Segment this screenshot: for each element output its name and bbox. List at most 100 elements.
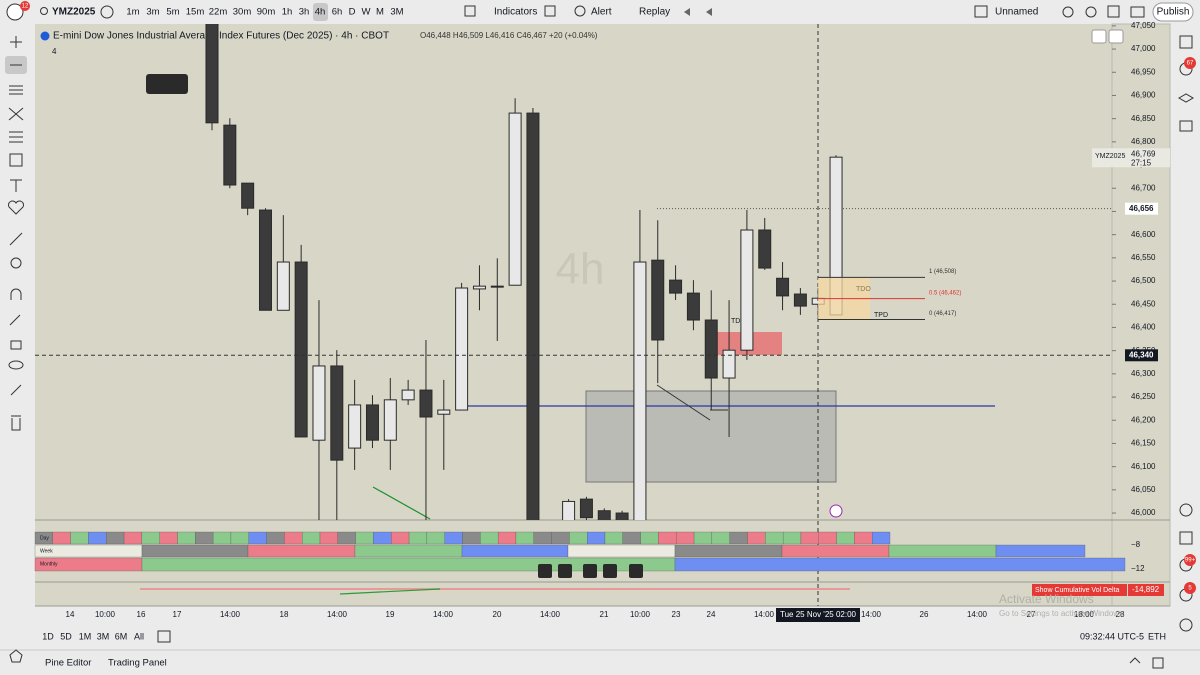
timeframe-button[interactable]: 5m: [166, 7, 179, 18]
replay-button[interactable]: Replay: [639, 7, 670, 18]
layout-name[interactable]: Unnamed: [995, 7, 1038, 18]
publish-label: Publish: [1157, 7, 1190, 18]
crosshair-price: 46,340: [1129, 350, 1154, 359]
clock: 09:32:44 UTC-5: [1080, 631, 1144, 641]
day-session: [444, 531, 463, 545]
day-session: [141, 531, 160, 545]
range-button[interactable]: 3M: [97, 631, 110, 641]
x-tick-label: 14:00: [433, 610, 454, 619]
indicator-count[interactable]: 4: [52, 47, 57, 56]
y-tick-label: 46,500: [1131, 276, 1156, 285]
snapshot[interactable]: [1130, 6, 1145, 18]
date-range-icon[interactable]: [157, 630, 171, 643]
scroll-button[interactable]: [1091, 29, 1107, 44]
candle-body: [258, 209, 272, 311]
alert-button[interactable]: Alert: [591, 7, 612, 18]
day-session: [462, 531, 481, 545]
candle-body: [223, 124, 237, 186]
fib-label: 0 (46,417): [929, 311, 956, 317]
symbol-icon: [40, 31, 50, 41]
fullscreen[interactable]: [1107, 5, 1120, 18]
session-type[interactable]: ETH: [1148, 631, 1166, 641]
notification-count: 12: [22, 4, 29, 10]
range-button[interactable]: 5D: [60, 631, 72, 641]
day-session: [195, 531, 214, 545]
x-tick-label: 19: [386, 610, 395, 619]
timeframe-button[interactable]: D: [349, 7, 356, 18]
range-button[interactable]: 1D: [42, 631, 54, 641]
day-session: [106, 531, 125, 545]
vol-delta-button[interactable]: [1032, 584, 1127, 596]
replay-control[interactable]: [538, 564, 552, 578]
range-button[interactable]: 6M: [115, 631, 128, 641]
day-session: [426, 531, 445, 545]
candle-body: [597, 510, 611, 520]
candle-body: [615, 512, 629, 520]
timeframe-button[interactable]: 15m: [186, 7, 205, 18]
replay-control[interactable]: [603, 564, 617, 578]
timeframe-button[interactable]: 1h: [282, 7, 293, 18]
badge: [1184, 554, 1196, 566]
app-logo[interactable]: [6, 3, 24, 21]
timeframe-button[interactable]: M: [376, 7, 384, 18]
day-session: [355, 531, 374, 545]
timeframe-button[interactable]: 30m: [233, 7, 252, 18]
ohlc-values: O46,448 H46,509 L46,416 C46,467 +20 (+0.…: [420, 31, 598, 40]
timeframe-button[interactable]: 1m: [126, 7, 139, 18]
timeframe-button[interactable]: 3h: [299, 7, 310, 18]
replay-control[interactable]: [558, 564, 572, 578]
timeframe-button[interactable]: 6h: [332, 7, 343, 18]
candles: [205, 24, 1112, 520]
drawing-tools[interactable]: [5, 36, 27, 663]
day-session: [480, 531, 499, 545]
range-button[interactable]: All: [134, 631, 144, 641]
panel-tab[interactable]: Trading Panel: [108, 658, 167, 669]
timeframe-button[interactable]: 3m: [146, 7, 159, 18]
reset-button[interactable]: [1108, 29, 1124, 44]
crosshair-tag: [1125, 349, 1158, 362]
x-tick-label: 23: [672, 610, 681, 619]
day-session: [622, 531, 641, 545]
undo-redo[interactable]: [684, 8, 712, 16]
y-tick-label: 46,550: [1131, 253, 1156, 262]
last-price-symbol: YMZ2025: [1095, 153, 1125, 160]
chart-title: E-mini Dow Jones Industrial Average Inde…: [53, 31, 389, 42]
settings[interactable]: [1085, 6, 1097, 18]
timeframe-button[interactable]: 4h: [315, 7, 326, 18]
replay-control[interactable]: [583, 564, 597, 578]
indicators-icon: [464, 5, 476, 17]
quick-search[interactable]: [1062, 6, 1074, 18]
high-tag: [1125, 202, 1158, 215]
day-session: [70, 531, 89, 545]
badge-count: 67: [1187, 61, 1194, 67]
timeframe-button[interactable]: W: [362, 7, 371, 18]
compare-button[interactable]: [100, 5, 114, 19]
candle-body: [633, 261, 647, 520]
candle-body: [490, 285, 504, 288]
publish-button[interactable]: [1152, 2, 1194, 22]
timeframe-button[interactable]: 90m: [257, 7, 276, 18]
replay-control[interactable]: [629, 564, 643, 578]
templates-button[interactable]: [544, 5, 556, 17]
x-tick-label: 24: [707, 610, 716, 619]
floating-toolbar[interactable]: [146, 74, 188, 94]
panel-controls[interactable]: [1129, 657, 1164, 669]
candle-body: [401, 389, 415, 401]
panel-tab[interactable]: Pine Editor: [45, 658, 91, 669]
candle-body: [455, 287, 469, 411]
timeframe-button[interactable]: 3M: [390, 7, 403, 18]
trend-line: [656, 384, 711, 421]
vol-delta-rise: [339, 588, 441, 595]
y-tick-label: 47,050: [1131, 21, 1156, 30]
day-session: [337, 531, 356, 545]
symbol-search[interactable]: YMZ2025: [52, 7, 96, 18]
badge-count: 5: [1188, 586, 1192, 592]
range-button[interactable]: 1M: [79, 631, 92, 641]
session-label: Day: [40, 535, 49, 541]
timeframe-button[interactable]: 22m: [209, 7, 228, 18]
x-tick-label: 14:00: [540, 610, 561, 619]
day-session: [319, 531, 338, 545]
indicators-button[interactable]: Indicators: [494, 7, 537, 18]
x-tick-label: 14:00: [220, 610, 241, 619]
